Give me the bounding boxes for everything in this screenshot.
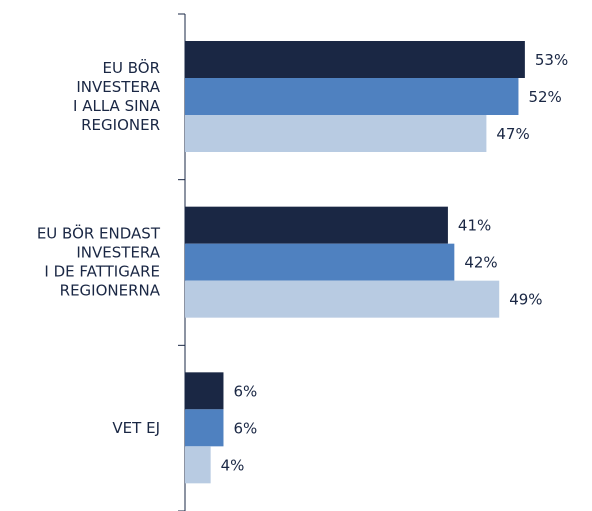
value-label: 49% — [509, 291, 542, 309]
bar — [185, 409, 224, 447]
category-label-line: EU BÖR — [103, 58, 160, 77]
value-label: 41% — [458, 217, 491, 235]
category-label: EU BÖR ENDAST INVESTERA I DE FATTIGARE REGI… — [37, 223, 161, 299]
category-label-line: INVESTERA — [76, 78, 160, 96]
category-label-line: I ALLA SINA — [73, 97, 161, 115]
value-label: 4% — [221, 456, 245, 474]
category-label-line: VET EJ — [112, 418, 160, 436]
value-label: 42% — [464, 254, 497, 272]
bar — [185, 206, 448, 244]
category-label-line: REGIONERNA — [60, 281, 161, 299]
category-label-line: INVESTERA — [76, 243, 160, 261]
bar — [185, 41, 525, 78]
category-label: EU BÖR INVESTERA I ALLA SINA REGIONER — [73, 58, 161, 134]
value-label: 53% — [535, 51, 568, 69]
bar — [185, 446, 211, 484]
value-label: 52% — [528, 88, 561, 106]
bar — [185, 115, 487, 152]
bar — [185, 372, 224, 410]
category-label: VET EJ — [112, 418, 160, 436]
value-label: 6% — [233, 382, 257, 400]
category-label-line: I DE FATTIGARE — [44, 262, 160, 280]
category-label-line: REGIONER — [81, 116, 160, 134]
bar — [185, 78, 519, 115]
bar — [185, 243, 455, 281]
value-label: 6% — [233, 419, 257, 437]
bar — [185, 280, 500, 318]
value-label: 47% — [496, 125, 529, 143]
category-label-line: EU BÖR ENDAST — [37, 223, 161, 242]
